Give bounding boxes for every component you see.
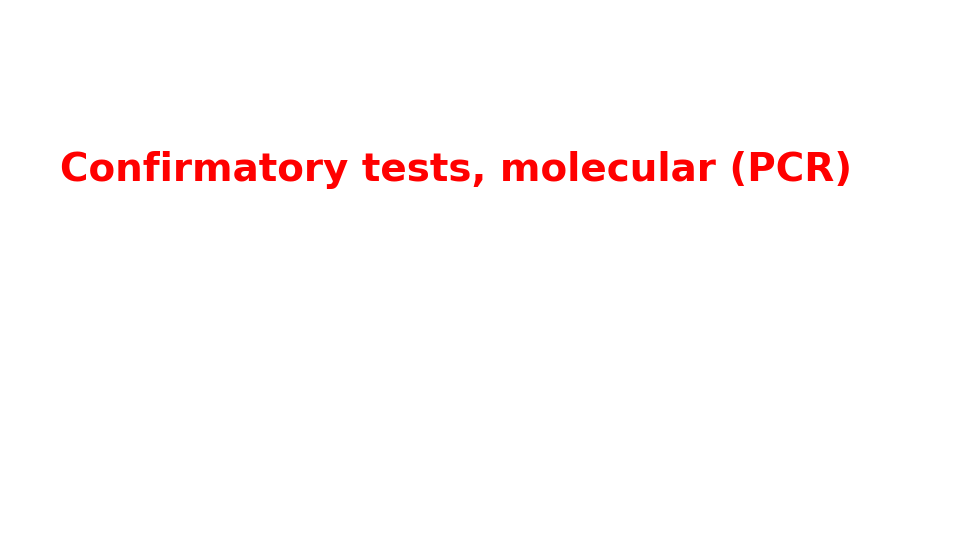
Text: Confirmatory tests, molecular (PCR): Confirmatory tests, molecular (PCR) [60,151,852,189]
